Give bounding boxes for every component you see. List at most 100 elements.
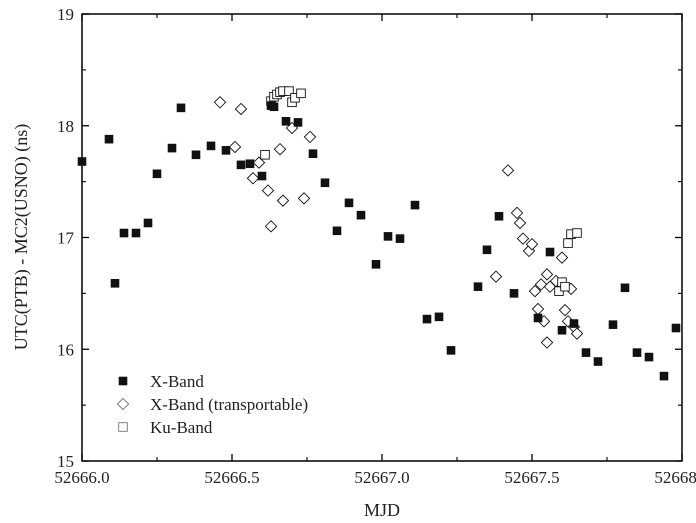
plot-frame [81, 13, 683, 462]
point-x-band [644, 352, 654, 362]
point-x-band [356, 210, 366, 220]
point-x-band-transportable [228, 140, 242, 154]
point-ku-band [563, 238, 573, 248]
data-points [77, 86, 681, 381]
point-x-band-transportable [489, 270, 503, 283]
point-x-band [143, 218, 153, 228]
point-x-band [632, 348, 642, 357]
legend-marker-ku-band [118, 422, 128, 432]
point-x-band [332, 226, 342, 236]
x-tick-label: 52666.0 [54, 468, 109, 487]
legend-marker-x-band [118, 376, 128, 386]
point-x-band-transportable [264, 220, 278, 233]
x-axis-tick-labels: 52666.0 52666.5 52667.0 52667.5 52668.0 [54, 468, 696, 487]
legend-label-ku-band: Ku-Band [150, 418, 213, 437]
x-tick-label: 52666.5 [204, 468, 259, 487]
point-x-band-transportable [534, 278, 548, 291]
point-x-band [395, 234, 405, 243]
point-x-band [308, 149, 318, 158]
point-x-band-transportable [273, 142, 287, 156]
legend-marker-x-band-transportable [116, 397, 130, 411]
point-ku-band [260, 150, 270, 160]
x-axis-title: MJD [364, 500, 400, 520]
point-x-band [509, 289, 519, 298]
point-x-band-transportable [516, 232, 530, 245]
point-x-band [434, 312, 444, 322]
point-x-band [473, 282, 483, 291]
legend-label-x-band-transportable: X-Band (transportable) [150, 395, 308, 414]
point-x-band [167, 143, 177, 153]
point-x-band [494, 211, 504, 221]
point-x-band-transportable [540, 268, 554, 281]
point-x-band [131, 228, 141, 238]
point-x-band [422, 314, 432, 324]
point-x-band [119, 228, 129, 238]
point-x-band-transportable [213, 96, 227, 109]
point-x-band-transportable [510, 206, 524, 220]
point-x-band [104, 134, 114, 144]
point-x-band-transportable [558, 303, 572, 317]
point-x-band [221, 146, 231, 155]
point-x-band [257, 171, 267, 181]
point-x-band [236, 160, 246, 170]
point-x-band [293, 118, 303, 127]
point-x-band [446, 346, 456, 355]
point-x-band [152, 169, 162, 179]
point-ku-band [296, 88, 306, 99]
y-axis-tick-labels: 15 16 17 18 19 [57, 5, 75, 471]
x-tick-label: 52668.0 [654, 468, 696, 487]
point-x-band [410, 200, 420, 210]
point-ku-band [284, 86, 294, 96]
point-x-band [608, 320, 618, 329]
point-x-band-transportable [540, 336, 554, 349]
point-x-band-transportable [303, 130, 317, 144]
point-x-band-transportable [234, 102, 248, 116]
legend: X-Band X-Band (transportable) Ku-Band [116, 372, 308, 437]
point-x-band [557, 325, 567, 335]
point-x-band-transportable [531, 302, 545, 316]
x-tick-label: 52667.0 [354, 468, 409, 487]
y-tick-label: 19 [57, 5, 74, 24]
y-tick-label: 15 [57, 452, 74, 471]
legend-label-x-band: X-Band [150, 372, 204, 391]
y-axis-title: UTC(PTB) - MC2(USNO) (ns) [11, 124, 32, 351]
point-x-band-transportable [513, 216, 527, 230]
point-x-band [581, 348, 591, 357]
point-x-band [371, 260, 381, 269]
point-x-band [659, 371, 669, 381]
point-ku-band [560, 281, 570, 292]
point-x-band [281, 116, 291, 126]
point-x-band [320, 178, 330, 188]
axis-ticks [81, 13, 683, 462]
point-x-band-transportable [276, 194, 290, 207]
point-x-band [110, 279, 120, 288]
point-x-band [245, 159, 255, 169]
y-tick-label: 16 [57, 340, 74, 359]
point-x-band [620, 283, 630, 293]
y-tick-label: 18 [57, 117, 74, 136]
point-x-band-transportable [555, 251, 569, 264]
point-x-band [383, 232, 393, 241]
point-x-band-transportable [501, 164, 515, 177]
point-x-band [191, 150, 201, 160]
y-tick-label: 17 [57, 229, 75, 248]
point-x-band [344, 198, 354, 208]
point-x-band [269, 102, 279, 112]
point-ku-band [572, 228, 582, 238]
point-x-band [569, 319, 579, 328]
point-x-band-transportable [528, 284, 542, 298]
point-x-band [77, 157, 87, 166]
point-x-band [533, 313, 543, 323]
point-x-band [671, 323, 681, 333]
point-x-band [206, 141, 216, 151]
x-tick-label: 52667.5 [504, 468, 559, 487]
point-x-band-transportable [525, 237, 539, 251]
point-x-band-transportable [261, 184, 275, 197]
point-x-band [545, 247, 555, 257]
point-x-band-transportable [246, 172, 260, 185]
point-x-band [593, 357, 603, 366]
point-x-band-transportable [252, 156, 266, 169]
point-x-band-transportable [297, 192, 311, 205]
point-x-band [482, 245, 492, 255]
